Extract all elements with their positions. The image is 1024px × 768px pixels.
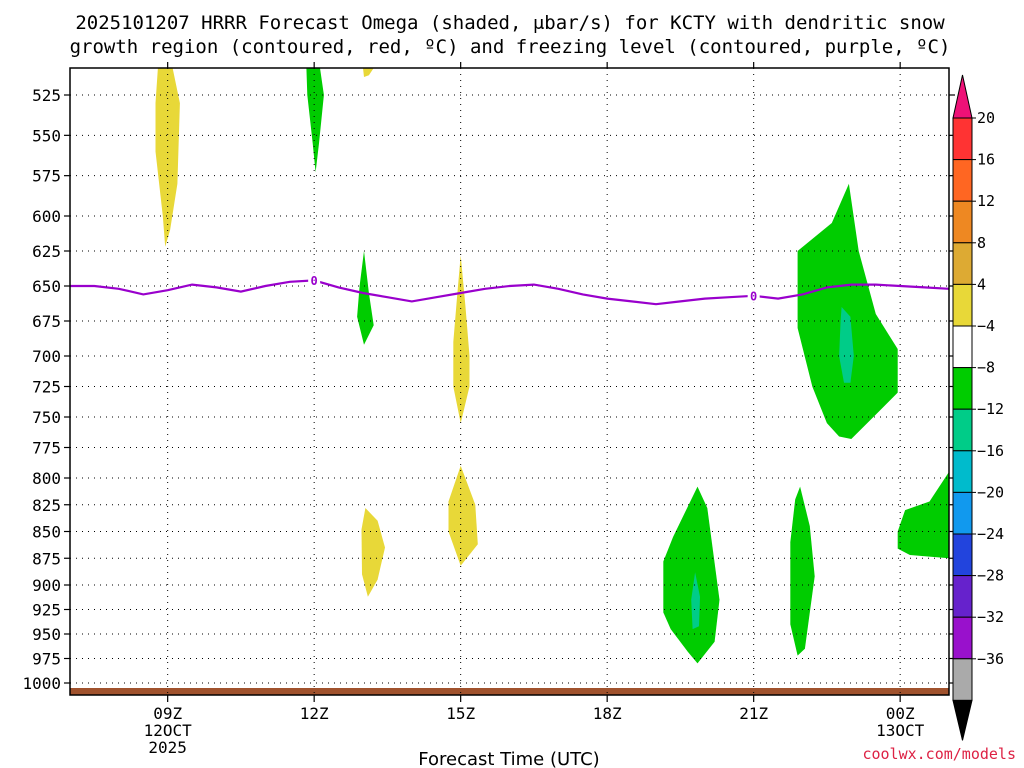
colorbar-bin <box>952 283 973 327</box>
omega-region-descent-20z-low <box>663 486 720 664</box>
xtick-label: 00Z <box>886 704 915 723</box>
colorbar-bin <box>952 408 973 452</box>
ytick-label: 750 <box>32 408 61 427</box>
ytick-label: 975 <box>32 650 61 669</box>
colorbar-bin <box>952 658 973 701</box>
freezing-label-bg <box>747 287 760 303</box>
colorbar-label: −12 <box>977 400 1004 418</box>
omega-region-descent-13z-mid <box>357 251 374 345</box>
colorbar-bin <box>952 200 973 244</box>
freezing-label-bg <box>308 272 321 288</box>
ytick-label: 775 <box>32 439 61 458</box>
omega-colorbar: 20 16 12 8 4 −4 −8 −12 −16 −20 −24 −28 −32 −36 <box>952 74 1004 741</box>
ytick-label: 525 <box>32 86 61 105</box>
xtick-label: 12OCT <box>144 721 193 740</box>
colorbar-bin <box>952 616 973 660</box>
ytick-label: 800 <box>32 469 61 488</box>
ytick-label: 600 <box>32 207 61 226</box>
colorbar-label: 4 <box>977 275 986 293</box>
colorbar-label: 8 <box>977 234 986 252</box>
ytick-label: 575 <box>32 167 61 186</box>
colorbar-bin <box>952 450 973 493</box>
colorbar-label: −4 <box>977 317 995 335</box>
omega-region-descent-22z-low <box>790 486 815 656</box>
ytick-label: 825 <box>32 496 61 515</box>
omega-region-ascent-13z-top <box>363 68 374 77</box>
colorbar-label: −32 <box>977 608 1004 626</box>
x-axis-label: Forecast Time (UTC) <box>418 749 599 768</box>
omega-region-ascent-09z-upper <box>155 68 180 247</box>
ytick-label: 550 <box>32 126 61 145</box>
omega-region-descent-12z-upper <box>306 68 324 173</box>
xtick-label: 12Z <box>300 704 329 723</box>
ytick-label: 950 <box>32 625 61 644</box>
omega-region-ascent-13z-low <box>361 508 385 597</box>
ground-band-fill <box>70 688 949 695</box>
grid-lines <box>70 68 949 695</box>
colorbar-label: −36 <box>977 650 1004 668</box>
colorbar-label: 12 <box>977 192 995 210</box>
freezing-level-label: 0 <box>311 274 318 288</box>
omega-region-ascent-15z-mid <box>453 255 470 424</box>
ytick-label: 1000 <box>22 674 61 693</box>
omega-region-strong-descent-23z-mid <box>839 307 854 383</box>
colorbar-bin <box>952 117 973 161</box>
colorbar-bin <box>952 533 973 577</box>
xtick-label: 2025 <box>148 738 187 757</box>
colorbar-bin <box>952 325 973 369</box>
colorbar-label: −16 <box>977 442 1004 460</box>
colorbar-bin <box>952 159 973 202</box>
colorbar-label: −24 <box>977 525 1004 543</box>
xtick-label: 21Z <box>739 704 768 723</box>
colorbar-bin <box>952 491 973 535</box>
omega-region-descent-00z-low <box>897 471 949 559</box>
colorbar-bottom-arrow <box>952 699 973 741</box>
plot-frame <box>69 67 950 696</box>
ytick-label: 725 <box>32 378 61 397</box>
xtick-label: 15Z <box>446 704 475 723</box>
colorbar-label: −20 <box>977 483 1004 501</box>
omega-region-descent-23z-mid <box>797 183 898 439</box>
omega-shaded-regions <box>155 68 949 664</box>
chart-title-line-1: 2025101207 HRRR Forecast Omega (shaded, … <box>75 12 945 34</box>
colorbar-label: 16 <box>977 151 995 169</box>
colorbar-label: −8 <box>977 359 995 377</box>
ytick-label: 875 <box>32 549 61 568</box>
colorbar-label: 20 <box>977 109 995 127</box>
ytick-label: 675 <box>32 312 61 331</box>
site-credit: coolwx.com/models <box>862 745 1016 763</box>
freezing-level-line <box>70 279 949 306</box>
colorbar-bin <box>952 367 973 410</box>
ytick-label: 650 <box>32 277 61 296</box>
colorbar-top-arrow <box>952 74 973 119</box>
ytick-label: 700 <box>32 347 61 366</box>
ytick-label: 625 <box>32 242 61 261</box>
ytick-label: 900 <box>32 576 61 595</box>
omega-region-ascent-15z-low <box>448 465 478 566</box>
freezing-level-contour: 00 <box>70 272 949 306</box>
freezing-level-label: 0 <box>750 289 757 303</box>
omega-region-strong-descent-20z-low <box>691 572 700 630</box>
y-axis-pressure-ticks: 525 550 575 600 625 650 675 700 725 750 775 800 825 8… <box>22 86 955 693</box>
colorbar-bin <box>952 575 973 618</box>
ytick-label: 850 <box>32 523 61 542</box>
xtick-label: 09Z <box>153 704 182 723</box>
ytick-label: 925 <box>32 601 61 620</box>
xtick-label: 13OCT <box>876 721 925 740</box>
colorbar-label: −28 <box>977 567 1004 585</box>
colorbar-bin <box>952 242 973 285</box>
xtick-label: 18Z <box>593 704 622 723</box>
ground-band <box>70 688 949 695</box>
chart-title-line-2: growth region (contoured, red, ºC) and f… <box>70 36 951 58</box>
